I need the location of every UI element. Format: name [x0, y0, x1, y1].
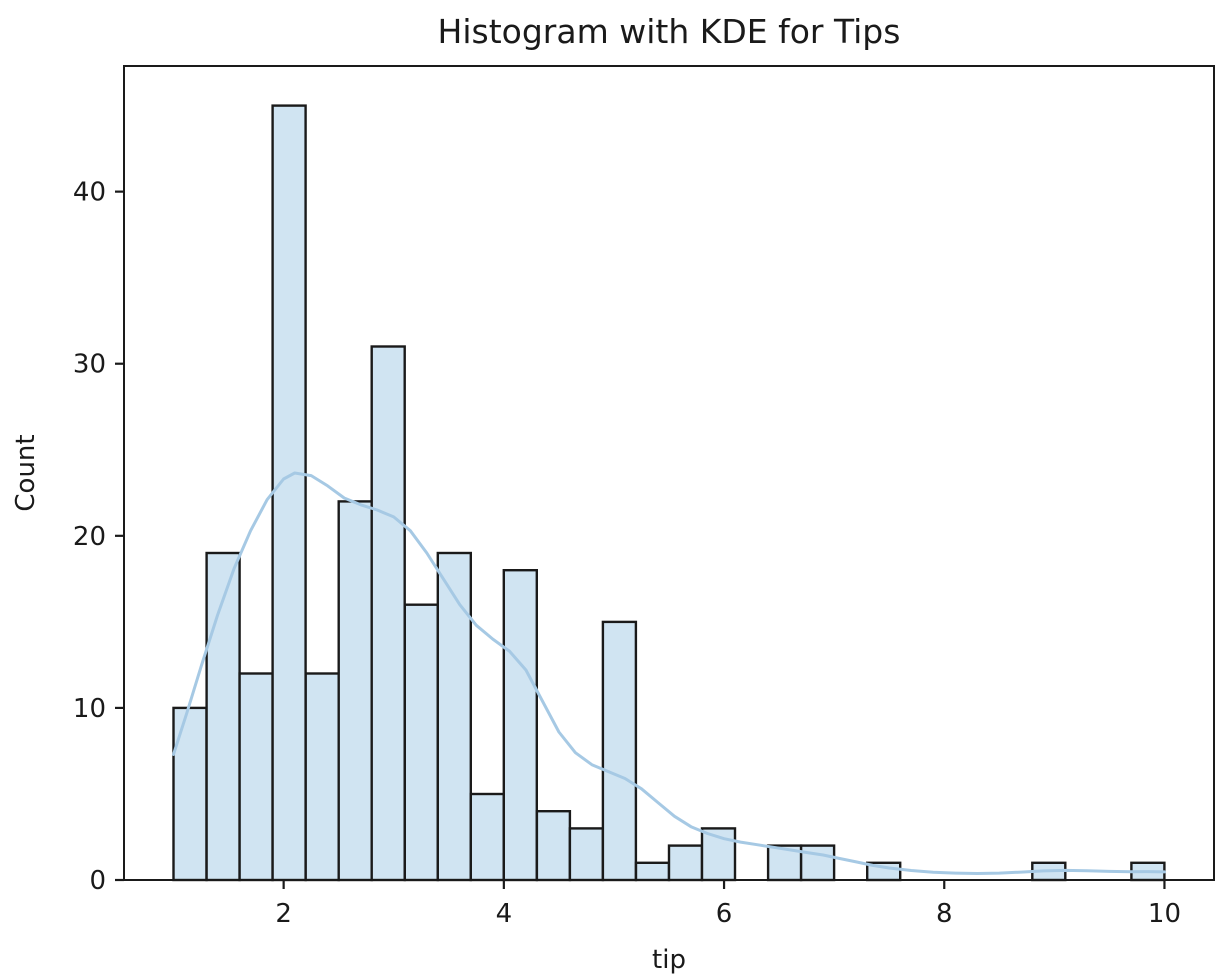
x-tick-label: 6	[716, 899, 733, 929]
histogram-bar	[403, 603, 439, 882]
x-tick-label: 2	[275, 899, 292, 929]
histogram-bar	[370, 345, 406, 882]
histogram-bar	[799, 844, 836, 882]
histogram-bar	[667, 844, 704, 882]
histogram-bar	[535, 810, 572, 882]
y-axis-label: Count	[11, 434, 41, 511]
y-tick-label: 0	[89, 866, 106, 896]
histogram-bar	[304, 672, 340, 882]
x-tick-label: 10	[1148, 899, 1181, 929]
histogram-bar	[271, 104, 307, 882]
plot-border	[123, 65, 1215, 881]
y-tick-label: 10	[73, 694, 106, 724]
kde-curve	[172, 471, 1166, 875]
histogram-bar	[601, 620, 638, 882]
x-axis-label: tip	[652, 945, 686, 975]
histogram-bar	[172, 706, 208, 882]
x-tick-label: 4	[496, 899, 513, 929]
y-tick-label: 20	[73, 522, 106, 552]
histogram-bar	[337, 500, 373, 882]
histogram-bar	[502, 569, 538, 882]
y-tick-label: 30	[73, 350, 106, 380]
histogram-bar	[469, 792, 505, 882]
x-tick-label: 8	[936, 899, 953, 929]
histogram-bar	[634, 861, 671, 882]
y-axis: 0 10 20 30 40	[73, 178, 124, 896]
histogram-bar	[238, 672, 274, 882]
histogram-bar	[568, 827, 605, 882]
chart-title: Histogram with KDE for Tips	[438, 12, 901, 51]
histogram-bar	[436, 551, 472, 882]
histogram-bars	[172, 104, 1166, 882]
y-tick-label: 40	[73, 178, 106, 208]
x-axis: 2 4 6 8 10	[275, 880, 1181, 929]
